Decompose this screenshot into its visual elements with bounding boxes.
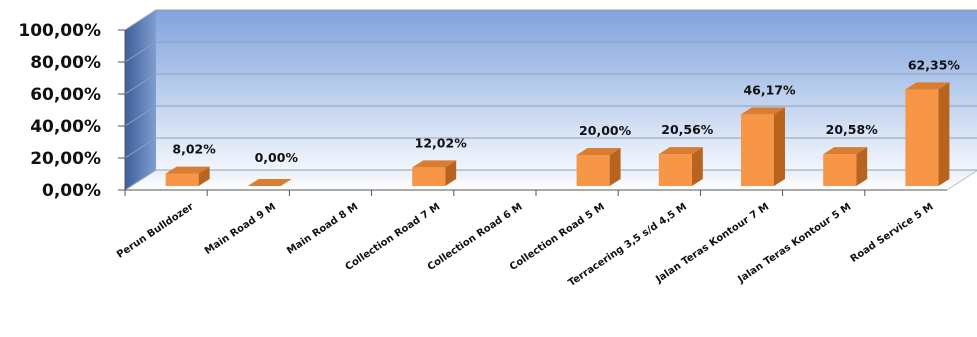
- bar: [658, 154, 692, 186]
- bar: [741, 114, 774, 186]
- x-tick-label: Main Road 8 M: [285, 201, 360, 257]
- gridline: [124, 9, 977, 31]
- y-tick-label: 0,00%: [42, 181, 101, 201]
- data-label: 0,00%: [255, 150, 299, 165]
- bar-top: [165, 166, 210, 174]
- data-label: 20,56%: [661, 122, 714, 137]
- gridline: [124, 169, 977, 191]
- bar-top: [247, 179, 292, 186]
- back-wall: [156, 10, 977, 170]
- data-label: 46,17%: [743, 82, 796, 97]
- data-label: 62,35%: [908, 57, 961, 72]
- y-tick-label: 20,00%: [30, 149, 101, 169]
- data-labels: 8,02% 0,00% 12,02% 20,00% 20,56% 46,17% 20,58%…: [172, 57, 960, 165]
- bar-side: [198, 166, 210, 186]
- bar: [823, 154, 857, 186]
- x-axis: Perun Bulldozer Main Road 9 M Main Road 8 …: [115, 189, 947, 289]
- gridline: [124, 73, 977, 95]
- y-axis: 0,00% 20,00% 40,00% 60,00% 80,00% 100,00%: [18, 21, 126, 201]
- data-label: 20,00%: [579, 123, 632, 138]
- bar-side: [774, 107, 785, 186]
- gridline: [124, 137, 977, 159]
- bar-side: [856, 147, 868, 186]
- side-wall: [125, 10, 156, 190]
- bar-top: [576, 148, 621, 155]
- data-label: 8,02%: [172, 142, 216, 157]
- gridlines: [124, 9, 977, 191]
- bar: [905, 89, 939, 186]
- x-tick-label: Road Service 5 M: [849, 201, 936, 265]
- y-tick-label: 100,00%: [18, 21, 101, 41]
- x-tick-label: Perun Bulldozer: [115, 201, 196, 260]
- bars: [165, 82, 950, 186]
- bar-side: [445, 160, 457, 186]
- bar-side: [938, 82, 950, 186]
- bar-top: [905, 82, 950, 90]
- bar-side: [609, 148, 621, 186]
- bar-top: [658, 147, 703, 155]
- bar: [576, 155, 610, 186]
- data-label: 20,58%: [826, 122, 879, 137]
- bar-top: [741, 107, 785, 115]
- y-tick-label: 80,00%: [30, 53, 101, 73]
- gridline: [124, 41, 977, 63]
- y-tick-label: 40,00%: [30, 117, 101, 137]
- bar: [412, 167, 446, 186]
- data-label: 12,02%: [415, 135, 468, 150]
- bar: [165, 173, 199, 186]
- bar-side: [691, 147, 703, 186]
- x-tick-label: Main Road 9 M: [203, 201, 278, 257]
- y-tick-label: 60,00%: [30, 85, 101, 105]
- gridline: [124, 105, 977, 127]
- bar-top: [412, 160, 457, 168]
- bar-top: [823, 147, 868, 155]
